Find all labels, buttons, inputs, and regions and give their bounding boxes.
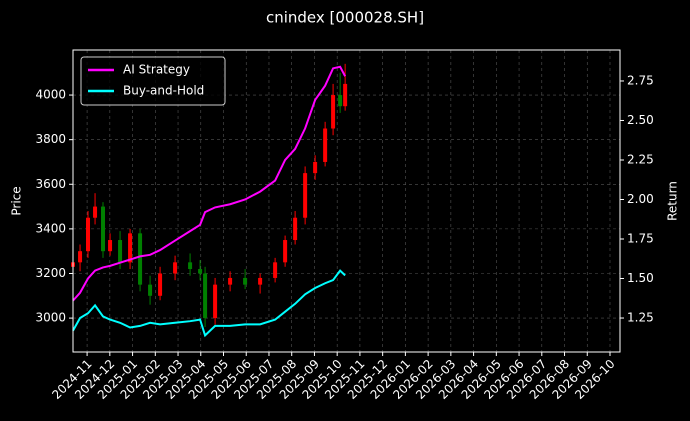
- candle-body: [108, 240, 113, 252]
- candle-body: [331, 95, 336, 129]
- candle-body: [198, 269, 203, 274]
- candle-body: [148, 284, 153, 296]
- y-tick-label: 3000: [35, 311, 66, 325]
- y2-tick-label: 2.25: [627, 152, 654, 166]
- line: [72, 269, 346, 338]
- y2-axis-label: Return: [666, 181, 680, 221]
- candle-body: [273, 262, 278, 278]
- candle-body: [323, 128, 328, 162]
- candle-body: [138, 233, 143, 285]
- y2-tick-label: 1.50: [627, 271, 654, 285]
- candle-body: [203, 273, 208, 319]
- candle-body: [243, 277, 248, 285]
- legend-label: AI Strategy: [123, 63, 190, 77]
- candle-body: [258, 277, 263, 285]
- y2-tick-label: 1.25: [627, 311, 654, 325]
- candle-body: [303, 173, 308, 218]
- candle-body: [101, 206, 106, 252]
- candle-body: [188, 262, 193, 270]
- candle-body: [228, 277, 233, 285]
- y2-tick-label: 2.75: [627, 73, 654, 87]
- candle-body: [283, 240, 288, 263]
- y-axis-label: Price: [10, 186, 24, 215]
- candle-body: [338, 95, 343, 107]
- chart-title: cnindex [000028.SH]: [266, 9, 424, 27]
- candle-body: [173, 262, 178, 274]
- candle-body: [313, 161, 318, 174]
- y2-tick-label: 2.00: [627, 192, 654, 206]
- candle-body: [128, 233, 133, 263]
- line: [72, 65, 347, 302]
- y-tick-label: 3800: [35, 132, 66, 146]
- candle-body: [78, 251, 83, 263]
- y2-tick-label: 1.75: [627, 232, 654, 246]
- y-tick-label: 3200: [35, 266, 66, 280]
- plot-frame: [72, 49, 621, 353]
- y-tick-label: 3600: [35, 177, 66, 191]
- legend-label: Buy-and-Hold: [123, 84, 204, 98]
- legend-box: [80, 56, 226, 106]
- candle-body: [86, 217, 91, 252]
- candle-body: [93, 206, 98, 218]
- y-tick-label: 4000: [35, 88, 66, 102]
- candle-body: [343, 83, 348, 107]
- y2-tick-label: 2.50: [627, 113, 654, 127]
- candle-body: [158, 273, 163, 296]
- y-tick-label: 3400: [35, 221, 66, 235]
- candle-body: [213, 284, 218, 319]
- candle-body: [118, 240, 123, 263]
- candle-body: [293, 217, 298, 241]
